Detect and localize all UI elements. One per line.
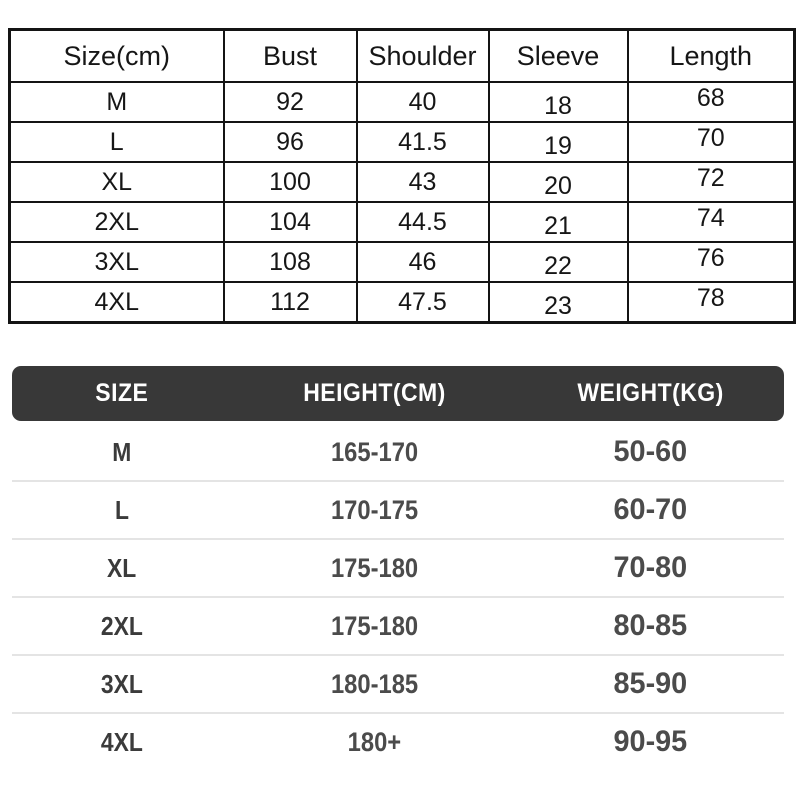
fit-height-value: 175-180 — [331, 610, 419, 641]
sleeve-cell: 21 — [487, 205, 629, 247]
fit-weight-value: 85-90 — [613, 667, 688, 700]
bust-cell: 108 — [222, 241, 358, 283]
size-cell: L — [8, 121, 225, 163]
bust-cell: 104 — [222, 201, 358, 243]
fit-weight-value: 90-95 — [613, 725, 688, 758]
shoulder-cell: 43 — [355, 161, 490, 203]
sleeve-cell: 20 — [487, 165, 629, 207]
table-row: XL 100 43 20 72 — [8, 157, 796, 207]
header-shoulder: Shoulder — [355, 28, 490, 83]
fit-guide-rows: M 165-170 50-60 L 170-175 60-70 XL 175-1… — [12, 424, 784, 770]
length-cell: 76 — [626, 237, 796, 279]
header-bust: Bust — [222, 28, 358, 83]
fit-weight-value: 80-85 — [613, 609, 688, 642]
table-row: 4XL 112 47.5 23 78 — [8, 277, 796, 328]
length-cell: 74 — [626, 197, 796, 239]
fit-size-label: 4XL — [101, 726, 143, 757]
size-cell: 4XL — [8, 281, 225, 324]
sleeve-cell: 23 — [487, 285, 629, 328]
fit-weight-value: 50-60 — [613, 435, 688, 468]
measurements-header-row: Size(cm) Bust Shoulder Sleeve Length — [8, 28, 796, 83]
fit-height-value: 180-185 — [331, 668, 419, 699]
fit-row: 3XL 180-185 85-90 — [12, 656, 784, 714]
fit-row: 2XL 175-180 80-85 — [12, 598, 784, 656]
fit-size-label: L — [115, 494, 129, 525]
fit-row: XL 175-180 70-80 — [12, 540, 784, 598]
fit-header-weight: WEIGHT(KG) — [577, 379, 725, 407]
fit-guide-header-bar: SIZE HEIGHT(CM) WEIGHT(KG) — [12, 366, 784, 421]
header-length: Length — [626, 28, 796, 83]
bust-cell: 112 — [222, 281, 358, 324]
fit-height-value: 165-170 — [331, 436, 419, 467]
shoulder-cell: 41.5 — [355, 121, 490, 163]
header-size: Size(cm) — [8, 28, 225, 83]
table-row: 2XL 104 44.5 21 74 — [8, 197, 796, 247]
fit-header-size: SIZE — [95, 379, 149, 407]
sleeve-cell: 19 — [487, 125, 629, 167]
bust-cell: 100 — [222, 161, 358, 203]
fit-height-value: 180+ — [348, 726, 402, 757]
table-row: M 92 40 18 68 — [8, 77, 796, 127]
shoulder-cell: 44.5 — [355, 201, 490, 243]
sleeve-cell: 22 — [487, 245, 629, 287]
shoulder-cell: 47.5 — [355, 281, 490, 324]
size-cell: 2XL — [8, 201, 225, 243]
fit-size-label: XL — [107, 552, 137, 583]
fit-size-label: M — [112, 436, 132, 467]
length-cell: 78 — [626, 277, 796, 320]
fit-row: M 165-170 50-60 — [12, 424, 784, 482]
fit-size-label: 3XL — [101, 668, 143, 699]
fit-weight-value: 70-80 — [613, 551, 688, 584]
length-cell: 70 — [626, 117, 796, 159]
shoulder-cell: 46 — [355, 241, 490, 283]
shoulder-cell: 40 — [355, 81, 490, 123]
header-sleeve: Sleeve — [487, 28, 629, 83]
fit-size-label: 2XL — [101, 610, 143, 641]
fit-row: L 170-175 60-70 — [12, 482, 784, 540]
fit-height-value: 175-180 — [331, 552, 419, 583]
bust-cell: 96 — [222, 121, 358, 163]
length-cell: 68 — [626, 77, 796, 119]
garment-measurements-table: Size(cm) Bust Shoulder Sleeve Length M 9… — [8, 28, 796, 328]
bust-cell: 92 — [222, 81, 358, 123]
size-cell: XL — [8, 161, 225, 203]
table-row: 3XL 108 46 22 76 — [8, 237, 796, 287]
fit-row: 4XL 180+ 90-95 — [12, 714, 784, 770]
sleeve-cell: 18 — [487, 85, 629, 127]
fit-weight-value: 60-70 — [613, 493, 688, 526]
table-row: L 96 41.5 19 70 — [8, 117, 796, 167]
size-cell: M — [8, 81, 225, 123]
fit-header-height: HEIGHT(CM) — [303, 379, 447, 407]
size-cell: 3XL — [8, 241, 225, 283]
fit-height-value: 170-175 — [331, 494, 419, 525]
length-cell: 72 — [626, 157, 796, 199]
